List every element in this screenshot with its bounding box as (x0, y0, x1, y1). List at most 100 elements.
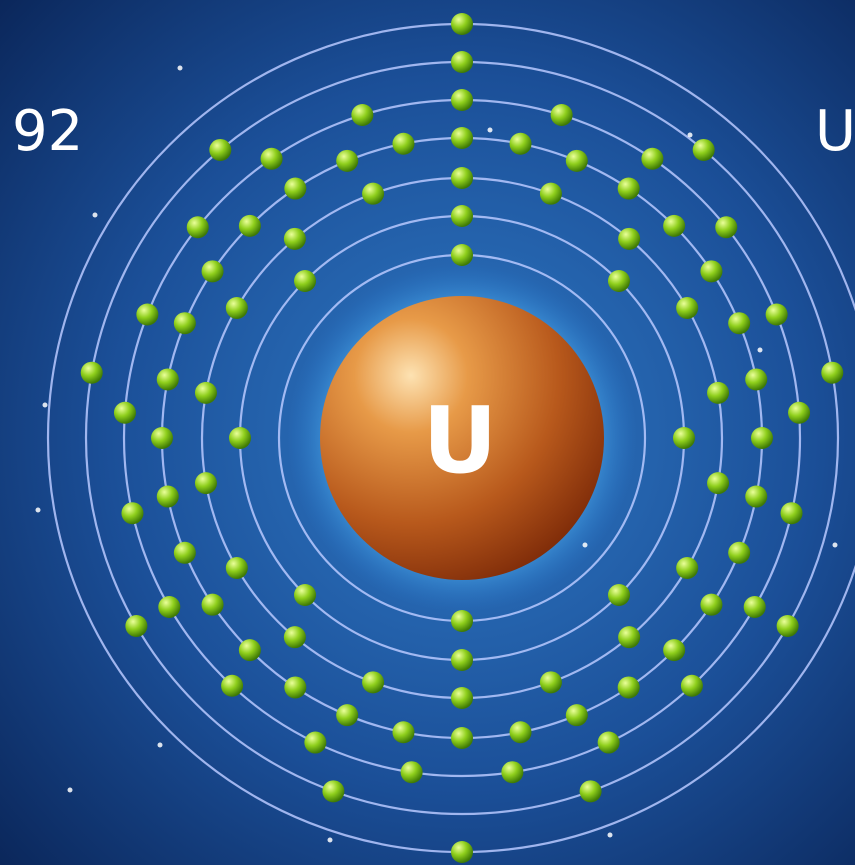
electron (238, 639, 261, 662)
electron (186, 216, 209, 239)
atomic-number: 92 (12, 99, 83, 164)
electron (451, 13, 473, 35)
electron (501, 761, 524, 784)
electron (451, 51, 473, 73)
star (177, 65, 183, 71)
electron (400, 761, 423, 784)
electron (284, 177, 307, 200)
electron (707, 472, 730, 495)
electron (707, 381, 730, 404)
electron (451, 167, 473, 189)
electron (618, 227, 641, 250)
electron (728, 312, 751, 335)
electron (351, 104, 374, 127)
electron (209, 138, 232, 161)
electron (780, 502, 803, 525)
electron (194, 381, 217, 404)
star (327, 837, 333, 843)
electron (156, 485, 179, 508)
electron (565, 704, 588, 727)
electron (229, 427, 251, 449)
star (35, 507, 41, 513)
electron (745, 485, 768, 508)
electron (680, 674, 703, 697)
electron (751, 427, 773, 449)
electron (715, 216, 738, 239)
electron (113, 401, 136, 424)
electron (451, 89, 473, 111)
electron (173, 541, 196, 564)
electron (700, 260, 723, 283)
electron (676, 557, 699, 579)
electron (550, 104, 573, 127)
electron (322, 780, 345, 803)
element-symbol: U (815, 99, 855, 164)
electron (641, 147, 664, 170)
electron (125, 615, 148, 637)
electron (121, 502, 144, 525)
electron (451, 841, 473, 863)
electron (283, 626, 306, 649)
electron (225, 297, 248, 319)
electron (294, 270, 317, 293)
electron (617, 676, 640, 699)
electron (283, 227, 306, 250)
star (687, 132, 693, 138)
star (487, 127, 493, 133)
electron (509, 132, 532, 155)
electron (451, 610, 473, 632)
electron (565, 149, 588, 172)
electron (151, 427, 173, 449)
star (157, 742, 163, 748)
electron (221, 674, 244, 697)
electron (597, 731, 620, 754)
electron (158, 596, 181, 618)
star (67, 787, 73, 793)
star (757, 347, 763, 353)
electrons (80, 13, 844, 863)
electron (788, 401, 811, 424)
star (42, 402, 48, 408)
electron (607, 270, 630, 293)
electron (451, 727, 473, 749)
nucleus-symbol: U (423, 387, 498, 494)
electron (284, 676, 307, 699)
electron (509, 721, 532, 744)
electron (607, 583, 630, 606)
electron (617, 177, 640, 200)
electron (743, 596, 766, 618)
electron (201, 260, 224, 283)
electron (260, 147, 283, 170)
electron (728, 541, 751, 564)
electron (676, 297, 699, 319)
star (92, 212, 98, 218)
electron (821, 361, 844, 384)
electron (362, 671, 385, 694)
electron (238, 214, 261, 237)
electron (673, 427, 695, 449)
electron (392, 721, 415, 744)
star (607, 832, 613, 838)
electron (618, 626, 641, 649)
electron (579, 780, 602, 803)
electron (451, 649, 473, 671)
electron (765, 303, 788, 326)
electron (336, 704, 359, 727)
electron (194, 472, 217, 495)
electron (156, 368, 179, 391)
electron (225, 557, 248, 579)
electron (362, 182, 385, 205)
electron (336, 149, 359, 172)
electron (539, 182, 562, 205)
electron (201, 593, 224, 616)
electron (136, 303, 159, 326)
electron (451, 127, 473, 149)
electron (173, 312, 196, 335)
electron (700, 593, 723, 616)
nucleus (320, 296, 604, 580)
electron (80, 361, 103, 384)
electron (451, 244, 473, 266)
electron (451, 687, 473, 709)
